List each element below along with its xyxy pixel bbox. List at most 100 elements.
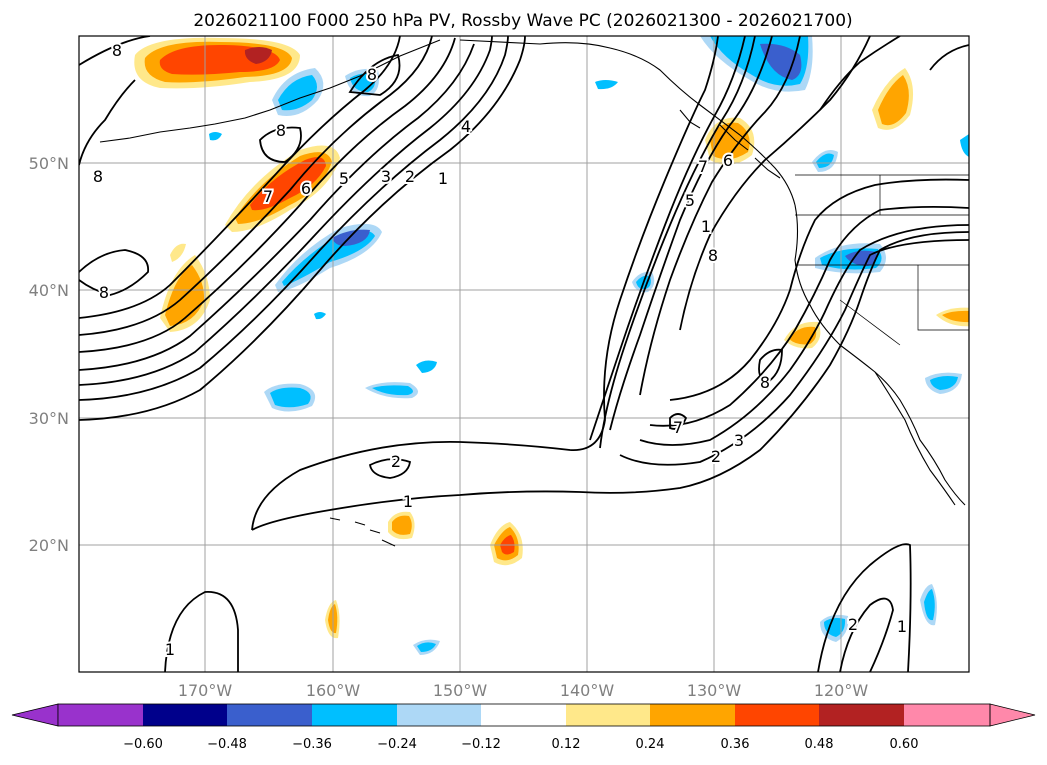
pv-contour xyxy=(164,591,239,672)
contour-label: 1 xyxy=(165,640,175,659)
negative-anomaly xyxy=(416,360,437,373)
negative-anomaly xyxy=(595,80,618,90)
contour-label: 7 xyxy=(698,157,708,176)
contour-label: 1 xyxy=(701,217,711,236)
negative-anomaly xyxy=(270,387,311,408)
colorbar: −0.60 −0.48 −0.36 −0.24 −0.12 0.12 0.24 … xyxy=(11,703,1036,752)
contour-label: 4 xyxy=(461,117,471,136)
pv-contour xyxy=(839,597,894,672)
contour-label: 8 xyxy=(276,121,286,140)
contour-label: 5 xyxy=(685,191,695,210)
pv-contour xyxy=(79,36,433,336)
baja-coast xyxy=(874,371,956,506)
contour-labels: 8 8 8 8 8 7 6 5 4 3 2 1 7 6 5 8 8 7 2 3 … xyxy=(91,39,909,661)
contour-label: 2 xyxy=(391,452,401,471)
colorbar-tick: −0.60 xyxy=(123,737,163,752)
colorbar-cell xyxy=(904,704,990,726)
positive-anomaly xyxy=(392,515,412,535)
lon-label: 130°W xyxy=(687,681,742,700)
pv-contour xyxy=(79,43,475,371)
lon-label: 160°W xyxy=(306,681,361,700)
positive-anomaly xyxy=(170,243,186,262)
contour-label: 1 xyxy=(438,169,448,188)
pv-contour xyxy=(609,36,773,431)
pv-contour xyxy=(79,36,526,421)
pv-contour xyxy=(669,178,969,401)
contour-label: 1 xyxy=(403,492,413,511)
lat-label: 40°N xyxy=(29,281,69,300)
colorbar-tick: 0.60 xyxy=(890,737,919,752)
contour-label: 5 xyxy=(339,169,349,188)
map-background xyxy=(79,36,969,672)
positive-anomaly xyxy=(942,310,969,323)
contour-label: 2 xyxy=(711,447,721,466)
pv-contour xyxy=(817,543,912,672)
colorbar-extend-high xyxy=(989,703,1036,727)
colorbar-tick-labels: −0.60 −0.48 −0.36 −0.24 −0.12 0.12 0.24 … xyxy=(123,737,918,752)
pv-contour xyxy=(251,231,969,531)
coastlines xyxy=(99,39,969,547)
contour-label: 2 xyxy=(848,615,858,634)
latitude-labels: 50°N 40°N 30°N 20°N xyxy=(29,154,69,555)
contour-label: 8 xyxy=(760,373,770,392)
contour-label: 2 xyxy=(405,167,415,186)
contour-label: 3 xyxy=(734,431,744,450)
pv-contour xyxy=(79,36,151,66)
negative-anomaly xyxy=(924,589,935,621)
pv-contour xyxy=(368,458,412,479)
lon-label: 140°W xyxy=(560,681,615,700)
colorbar-cell xyxy=(143,704,227,726)
colorbar-extend-low xyxy=(11,703,59,727)
pv-contour xyxy=(639,224,969,446)
lat-label: 20°N xyxy=(29,536,69,555)
alaska-coast xyxy=(459,39,796,206)
colorbar-cell xyxy=(819,704,904,726)
contour-label: 6 xyxy=(723,151,733,170)
colorbar-tick: −0.48 xyxy=(207,737,247,752)
lat-label: 30°N xyxy=(29,409,69,428)
colorbar-tick: 0.12 xyxy=(552,737,581,752)
negative-anomaly xyxy=(417,642,436,652)
hawaii-islands xyxy=(329,517,396,547)
pv-contour xyxy=(929,44,969,71)
negative-anomaly xyxy=(824,618,846,637)
pv-contour xyxy=(79,36,401,319)
lon-label: 120°W xyxy=(814,681,869,700)
negative-anomaly xyxy=(816,153,834,168)
contour-label: 8 xyxy=(367,65,377,84)
contour-label: 3 xyxy=(381,167,391,186)
colorbar-tick: −0.24 xyxy=(377,737,417,752)
longitude-labels: 170°W 160°W 150°W 140°W 130°W 120°W xyxy=(178,681,869,700)
positive-anomaly xyxy=(710,122,750,160)
negative-anomaly xyxy=(760,43,802,80)
negative-anomaly xyxy=(332,229,370,246)
pv-contours xyxy=(79,36,969,672)
negative-anomaly xyxy=(845,250,877,266)
pv-contour xyxy=(758,348,783,383)
colorbar-cell xyxy=(735,704,819,726)
pv-contour xyxy=(79,36,509,401)
map-panel: 8 8 8 8 8 7 6 5 4 3 2 1 7 6 5 8 8 7 2 3 … xyxy=(79,36,969,672)
negative-anomaly xyxy=(960,134,969,157)
contour-label: 1 xyxy=(897,617,907,636)
lon-label: 150°W xyxy=(433,681,488,700)
contour-label: 8 xyxy=(112,41,122,60)
negative-anomaly xyxy=(372,385,413,396)
lat-label: 50°N xyxy=(29,154,69,173)
colorbar-frame xyxy=(57,703,991,727)
figure-title: 2026021100 F000 250 hPa PV, Rossby Wave … xyxy=(193,11,852,31)
pv-contour xyxy=(599,36,756,449)
colorbar-tick: −0.12 xyxy=(461,737,501,752)
colorbar-cell xyxy=(397,704,481,726)
colorbar-cell xyxy=(58,704,143,726)
colorbar-tick: 0.24 xyxy=(636,737,665,752)
contour-label: 8 xyxy=(99,283,109,302)
pv-contour xyxy=(79,36,493,386)
state-borders xyxy=(795,175,969,346)
positive-anomaly xyxy=(878,75,909,126)
pv-contour xyxy=(619,239,969,466)
contour-label: 8 xyxy=(708,246,718,265)
colorbar-cell xyxy=(650,704,735,726)
pv-contour xyxy=(649,205,969,427)
negative-anomaly xyxy=(930,376,958,390)
